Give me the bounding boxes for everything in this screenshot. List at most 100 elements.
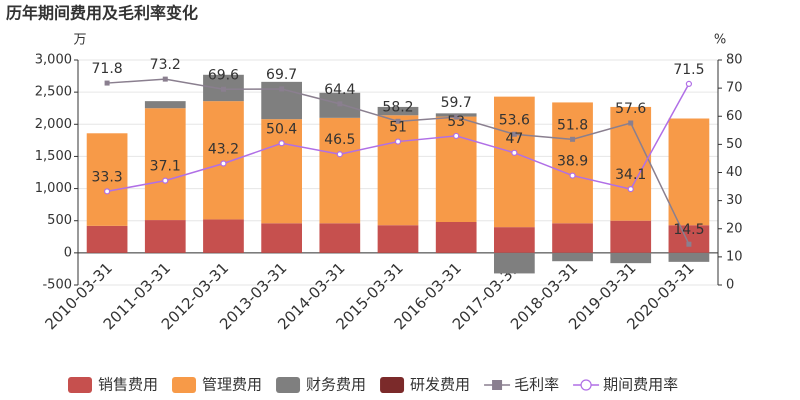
legend-item: 研发费用 [380,376,470,394]
point [104,80,110,86]
bar [668,225,710,253]
y2-tick-label: 40 [726,165,743,180]
y-tick-label: 3,000 [35,53,72,68]
point [162,177,169,184]
legend-label: 销售费用 [98,376,158,394]
legend-item: 期间费用率 [573,376,678,394]
bar [494,227,535,253]
y2-tick-label: 60 [726,109,743,124]
data-label: 43.2 [208,142,239,158]
bar [377,115,419,226]
data-label: 71.8 [92,61,123,77]
bar [552,223,593,253]
bar [319,223,361,253]
bar [668,252,710,262]
legend-swatch [276,377,301,393]
bar [86,225,128,253]
bar [86,133,128,226]
point [103,188,111,195]
legend-item: 销售费用 [68,376,158,394]
bar [144,220,186,253]
point [511,131,517,137]
data-label: 71.5 [673,62,704,78]
legend-label: 管理费用 [202,376,262,394]
y-tick-label: 500 [47,213,72,228]
point [394,138,402,145]
y-tick-label: 2,500 [35,85,72,100]
y2-tick-label: 0 [726,278,734,293]
y2-tick-label: 50 [726,137,743,152]
y2-tick-label: 30 [726,193,743,208]
point [279,86,285,92]
legend-label: 财务费用 [306,376,366,394]
data-label: 53 [447,114,465,130]
legend-label: 毛利率 [514,376,559,394]
data-label: 37.1 [150,159,181,175]
bar [552,252,593,262]
legend-item: 毛利率 [484,376,559,394]
bar [261,223,302,253]
data-label: 51 [389,120,407,136]
bar [494,252,535,274]
legend-swatch [68,377,92,393]
y-tick-label: 1,500 [35,149,72,164]
bar [610,220,652,253]
legend-marker [580,379,592,391]
bar [552,102,593,224]
y2-tick-label: 70 [726,81,743,96]
legend-marker [492,380,503,390]
data-label: 50.4 [266,121,297,137]
bar [668,118,710,226]
bar [435,116,477,222]
data-label: 57.6 [615,101,646,117]
data-label: 34.1 [615,167,646,183]
legend-item: 财务费用 [276,376,366,394]
point [220,160,227,167]
point [570,136,576,142]
bar [377,106,419,116]
y-tick-label: 2,000 [35,117,72,132]
data-label: 33.3 [92,169,123,185]
data-label: 47 [505,131,523,147]
point [627,185,634,193]
data-label: 14.5 [673,222,704,238]
bar [203,219,244,253]
data-label: 46.5 [324,132,355,148]
legend-swatch [380,377,405,393]
data-label: 64.4 [324,82,355,98]
bar [144,101,186,109]
data-label: 58.2 [382,99,413,115]
point [686,241,692,247]
point [511,149,518,156]
bar [203,101,244,220]
bar [377,225,419,253]
legend-label: 期间费用率 [603,376,678,394]
data-label: 59.7 [441,95,472,111]
point [685,80,693,88]
y-tick-label: -500 [42,278,72,293]
data-label: 73.2 [150,57,181,73]
legend-swatch [172,377,197,393]
point [628,120,634,126]
y2-tick-label: 10 [726,249,743,264]
y2-axis-unit: % [714,33,726,48]
point [337,101,343,107]
point [395,118,401,124]
legend-item: 管理费用 [172,376,262,394]
data-label: 69.7 [266,67,297,83]
bar [435,222,477,253]
data-label: 69.6 [208,67,239,83]
data-label: 53.6 [499,112,530,128]
point [453,114,459,120]
legend-label: 研发费用 [410,376,470,394]
bar [261,119,302,224]
point [162,76,168,82]
point [278,140,285,147]
y-axis-unit: 万 [73,33,86,48]
bar [144,108,186,221]
y-tick-label: 0 [64,245,72,260]
bar [319,117,361,224]
bar [610,252,652,264]
y-tick-label: 1,000 [35,181,72,196]
